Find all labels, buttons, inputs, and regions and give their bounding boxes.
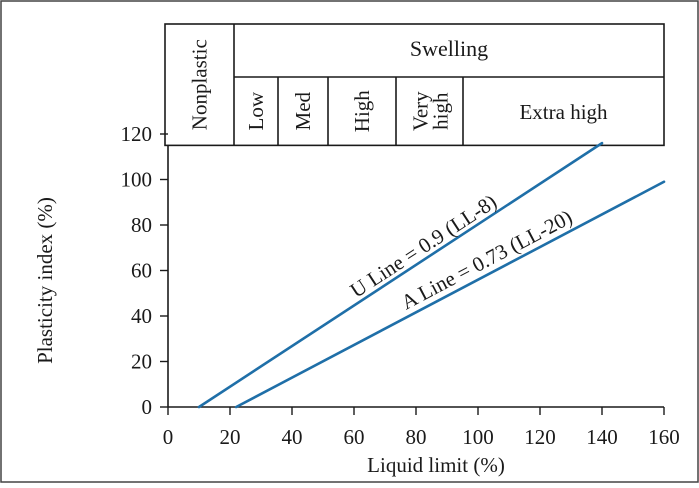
x-tick-label: 160	[648, 425, 680, 449]
y-tick-label: 60	[131, 259, 152, 283]
x-tick-label: 40	[282, 425, 303, 449]
x-tick-label: 20	[220, 425, 241, 449]
x-tick-label: 100	[462, 425, 494, 449]
nonplastic-label: Nonplastic	[188, 39, 212, 130]
category-label-high: High	[350, 90, 374, 133]
series-line-u-line	[197, 141, 604, 409]
category-label-very-high: Veryhigh	[409, 91, 453, 131]
y-tick-label: 80	[131, 213, 152, 237]
x-tick-label: 140	[586, 425, 618, 449]
swelling-label: Swelling	[410, 36, 488, 61]
classification-header: Nonplastic Swelling Low Med High Veryhigh Extr…	[164, 23, 665, 147]
category-label-line: high	[429, 92, 453, 130]
category-label-line: Very	[409, 91, 433, 131]
header-frame	[164, 23, 665, 147]
y-tick-label: 120	[121, 122, 153, 146]
axes: 0 20 40 60 80 100 120 140 160 0 20 40 60 80 100 120	[121, 122, 680, 449]
x-axis-label: Liquid limit (%)	[367, 453, 505, 477]
x-tick-label: 0	[163, 425, 174, 449]
y-tick-label: 0	[142, 395, 153, 419]
category-label-low: Low	[244, 91, 268, 130]
x-tick-label: 80	[406, 425, 427, 449]
category-label-med: Med	[291, 91, 315, 130]
category-label-extra-high: Extra high	[519, 100, 608, 124]
y-tick-label: 20	[131, 350, 152, 374]
y-tick-label: 100	[121, 168, 153, 192]
y-axis-label: Plasticity index (%)	[33, 197, 57, 364]
x-tick-label: 120	[524, 425, 556, 449]
x-tick-label: 60	[344, 425, 365, 449]
y-tick-label: 40	[131, 304, 152, 328]
series-line-a-line	[234, 180, 666, 409]
